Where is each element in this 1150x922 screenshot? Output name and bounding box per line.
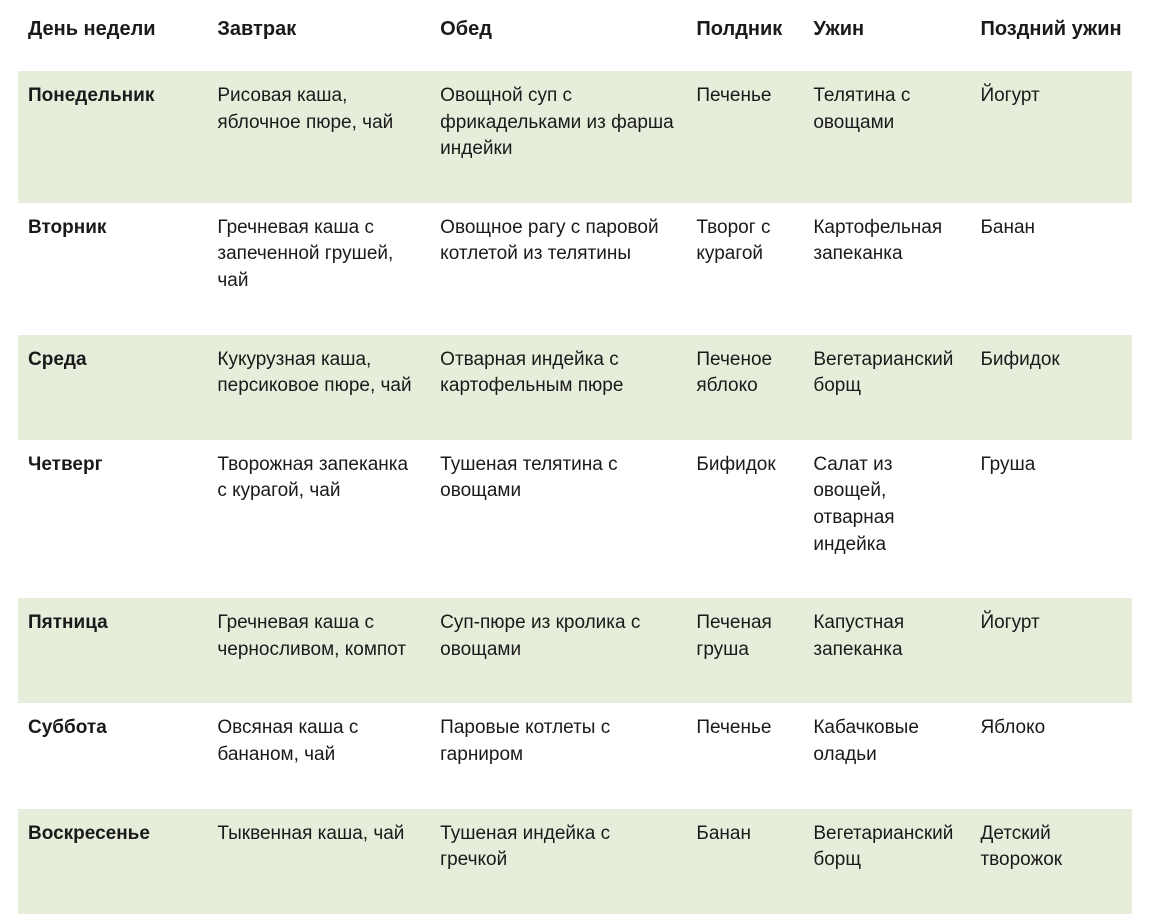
cell-lunch: Овощное рагу с паровой котлетой из телят… [430, 203, 686, 335]
col-breakfast: Завтрак [207, 8, 430, 71]
cell-breakfast: Гречневая каша с черносливом, компот [207, 598, 430, 703]
cell-day: Суббота [18, 703, 207, 808]
table-row: Суббота Овсяная каша с бананом, чай Паро… [18, 703, 1132, 808]
cell-late: Бифидок [970, 335, 1132, 440]
cell-snack: Творог с курагой [686, 203, 803, 335]
col-day: День недели [18, 8, 207, 71]
cell-day: Понедельник [18, 71, 207, 203]
cell-breakfast: Гречневая каша с запеченной грушей, чай [207, 203, 430, 335]
table-body: Понедельник Рисовая каша, яблочное пюре,… [18, 71, 1132, 914]
cell-late: Банан [970, 203, 1132, 335]
cell-late: Йогурт [970, 71, 1132, 203]
cell-lunch: Паровые котлеты с гарниром [430, 703, 686, 808]
cell-late: Детский творожок [970, 809, 1132, 914]
cell-dinner: Картофельная запеканка [803, 203, 970, 335]
cell-late: Яблоко [970, 703, 1132, 808]
cell-breakfast: Овсяная каша с бананом, чай [207, 703, 430, 808]
table-row: Понедельник Рисовая каша, яблочное пюре,… [18, 71, 1132, 203]
cell-lunch: Тушеная телятина с овощами [430, 440, 686, 598]
col-late: Поздний ужин [970, 8, 1132, 71]
table-row: Вторник Гречневая каша с запеченной груш… [18, 203, 1132, 335]
cell-day: Воскресенье [18, 809, 207, 914]
table-row: Воскресенье Тыквенная каша, чай Тушеная … [18, 809, 1132, 914]
cell-dinner: Вегетарианский борщ [803, 809, 970, 914]
table-row: Пятница Гречневая каша с черносливом, ко… [18, 598, 1132, 703]
cell-lunch: Овощной суп с фрикадельками из фарша инд… [430, 71, 686, 203]
cell-snack: Банан [686, 809, 803, 914]
cell-dinner: Капустная запеканка [803, 598, 970, 703]
cell-breakfast: Творожная запеканка с курагой, чай [207, 440, 430, 598]
cell-breakfast: Рисовая каша, яблочное пюре, чай [207, 71, 430, 203]
table-row: Четверг Творожная запеканка с курагой, ч… [18, 440, 1132, 598]
cell-snack: Бифидок [686, 440, 803, 598]
cell-late: Груша [970, 440, 1132, 598]
table-header-row: День недели Завтрак Обед Полдник Ужин По… [18, 8, 1132, 71]
cell-snack: Печеное яблоко [686, 335, 803, 440]
cell-breakfast: Тыквенная каша, чай [207, 809, 430, 914]
col-lunch: Обед [430, 8, 686, 71]
cell-breakfast: Кукурузная каша, персиковое пюре, чай [207, 335, 430, 440]
cell-day: Среда [18, 335, 207, 440]
cell-lunch: Тушеная индейка с гречкой [430, 809, 686, 914]
cell-day: Вторник [18, 203, 207, 335]
cell-dinner: Салат из овощей, отварная индейка [803, 440, 970, 598]
cell-lunch: Отварная индейка с картофельным пюре [430, 335, 686, 440]
cell-snack: Печеная груша [686, 598, 803, 703]
table-row: Среда Кукурузная каша, персиковое пюре, … [18, 335, 1132, 440]
cell-snack: Печенье [686, 703, 803, 808]
cell-lunch: Суп-пюре из кролика с овощами [430, 598, 686, 703]
cell-dinner: Кабачковые оладьи [803, 703, 970, 808]
meal-plan-table: День недели Завтрак Обед Полдник Ужин По… [18, 8, 1132, 914]
cell-snack: Печенье [686, 71, 803, 203]
cell-dinner: Телятина с овощами [803, 71, 970, 203]
col-dinner: Ужин [803, 8, 970, 71]
cell-day: Четверг [18, 440, 207, 598]
col-snack: Полдник [686, 8, 803, 71]
cell-dinner: Вегетарианский борщ [803, 335, 970, 440]
cell-late: Йогурт [970, 598, 1132, 703]
cell-day: Пятница [18, 598, 207, 703]
